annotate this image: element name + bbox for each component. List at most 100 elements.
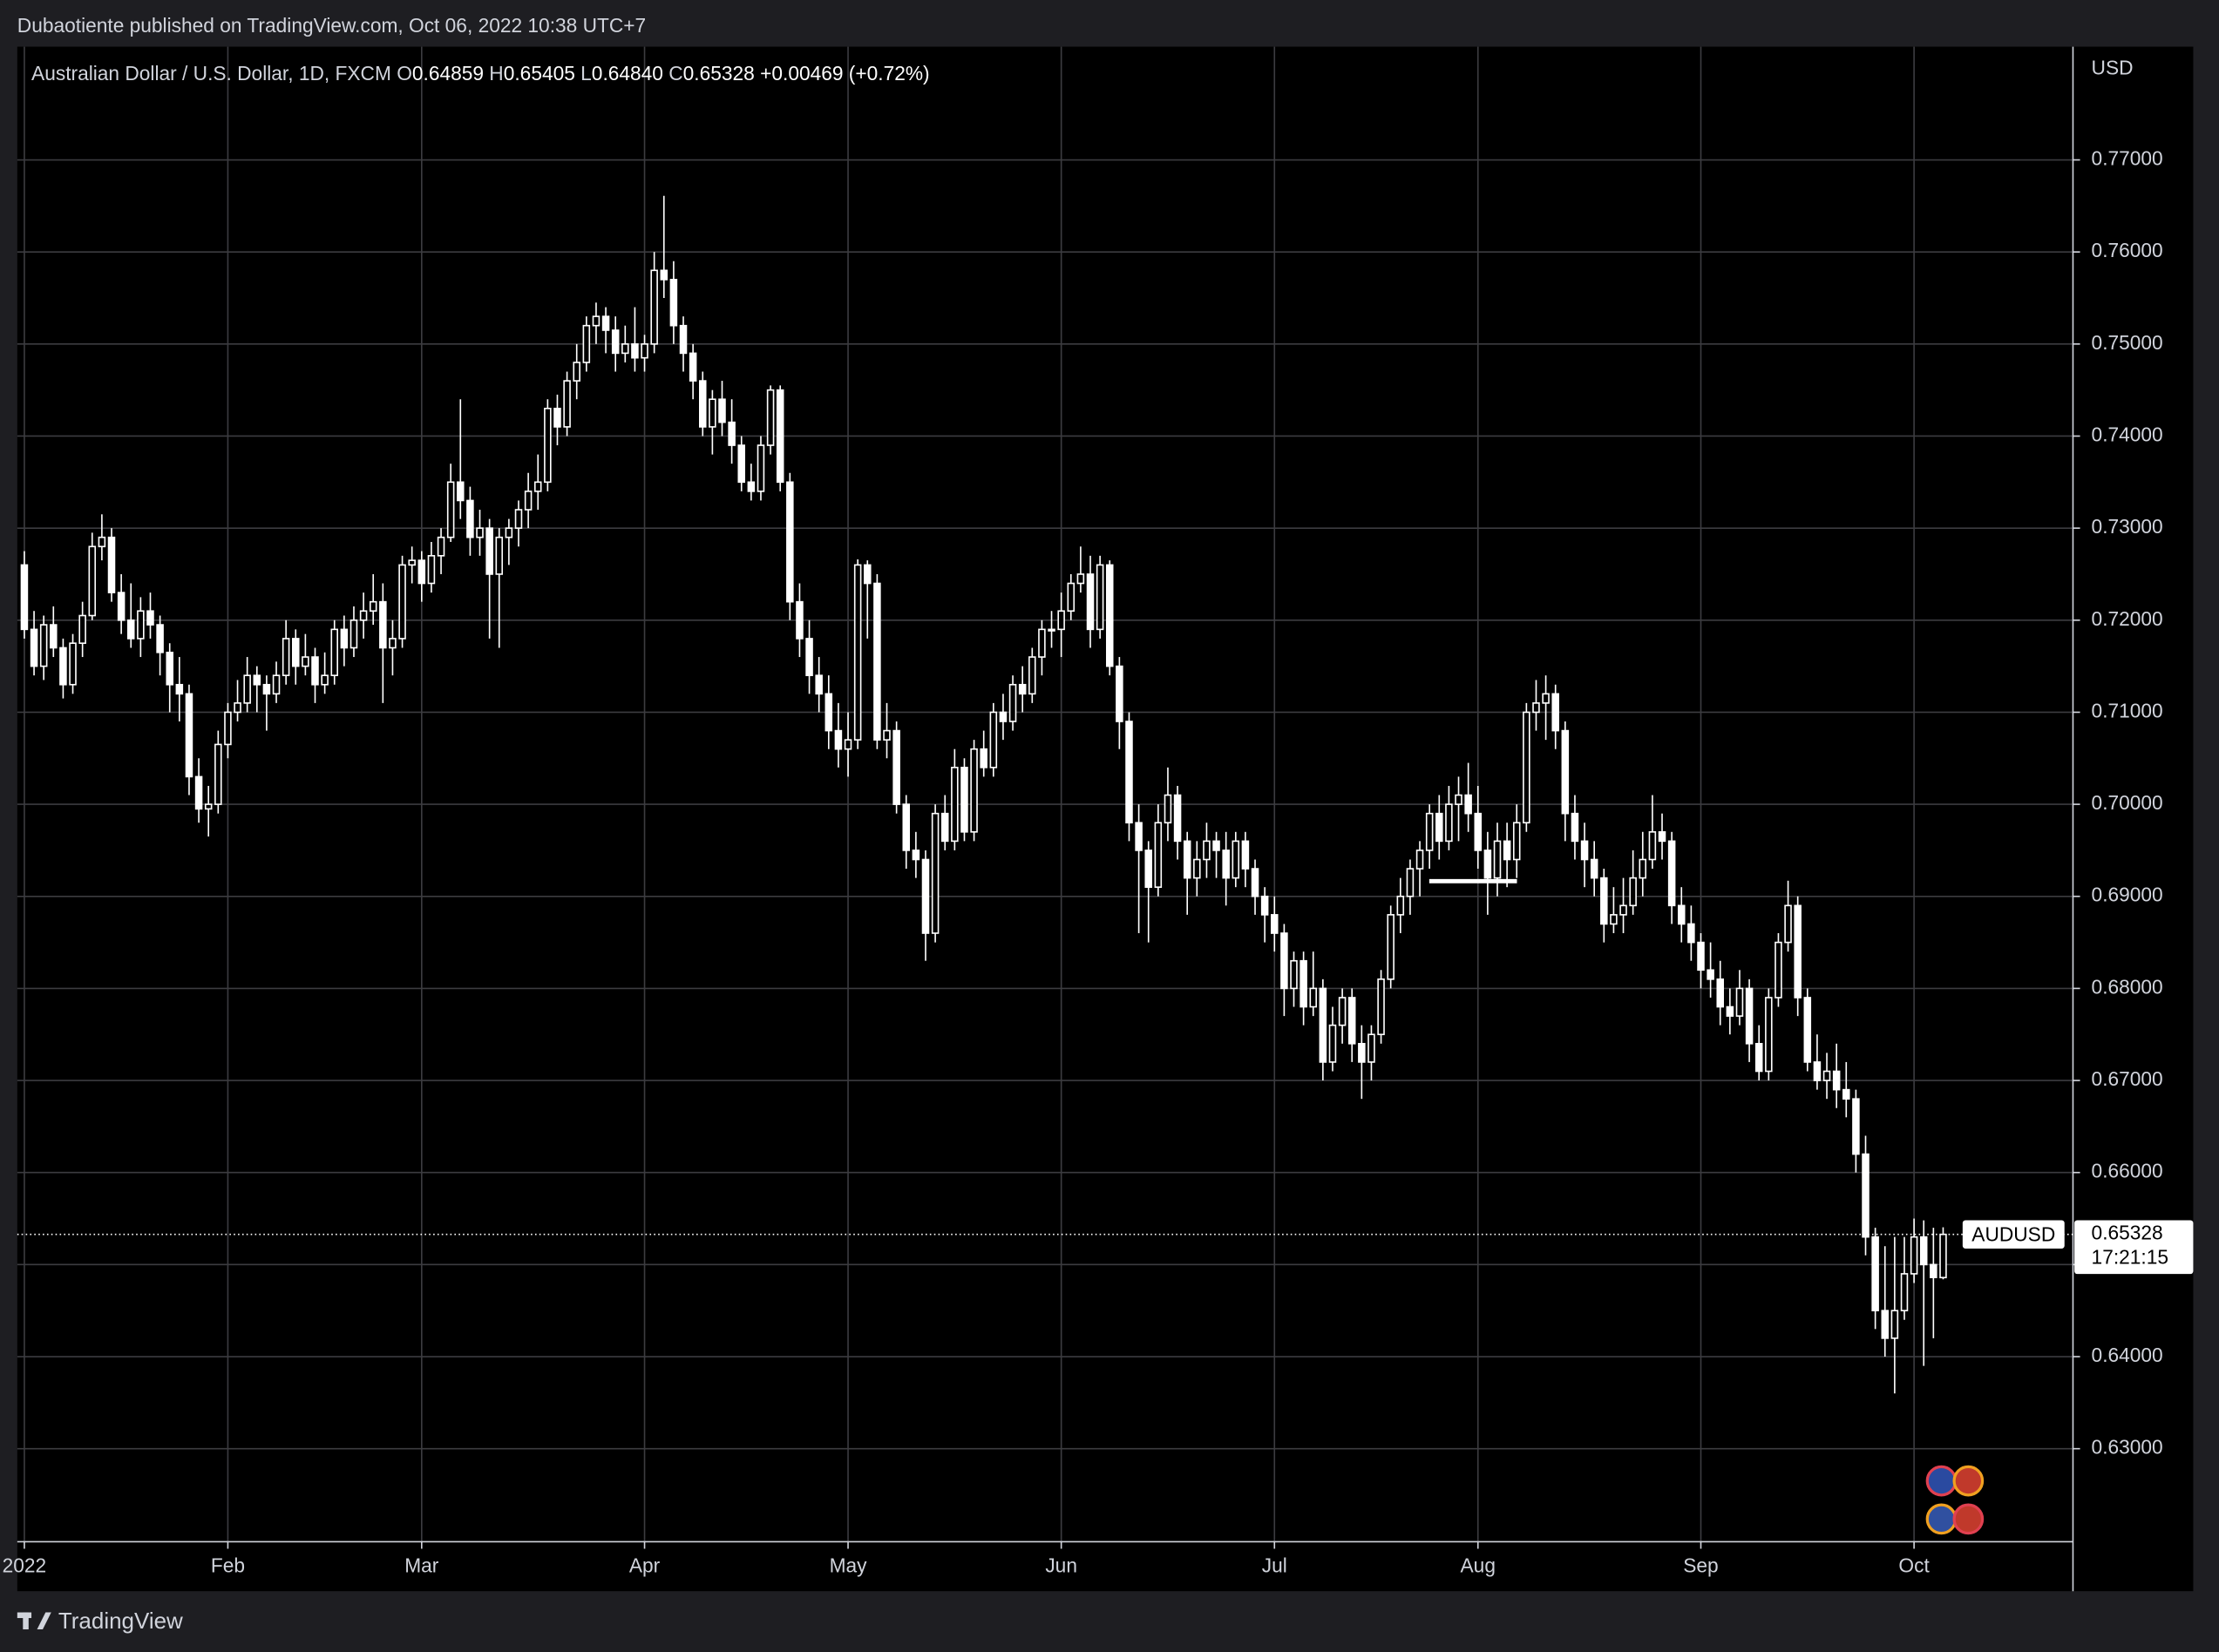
candle-body [1280,932,1288,990]
x-tick-label: 2022 [3,1554,47,1577]
candle-body [146,610,154,626]
candle-body [805,638,813,676]
candle-body [1144,850,1152,888]
candle-body [107,536,116,593]
candle-body [524,491,533,511]
candle-body [514,509,523,529]
candle-body [940,812,949,843]
candle-body [88,545,97,617]
y-tick-label: 0.68000 [2092,975,2163,998]
candle-body [1852,1098,1860,1155]
candle-body [1930,1263,1937,1278]
candle-body [1212,840,1220,851]
candle-body [1697,941,1705,972]
candle-body [902,803,911,851]
candle-body [1415,850,1424,870]
candle-body [611,329,620,355]
candle-body [834,729,843,750]
legend: Australian Dollar / U.S. Dollar, 1D, FXC… [31,62,930,85]
candle-body [1561,729,1570,815]
x-tick-label: Jul [1262,1554,1287,1577]
candle-body [1726,1005,1734,1017]
candle-body [1193,858,1201,879]
logo [17,1612,51,1630]
candle-body [1222,850,1230,879]
candle-body [1164,794,1172,824]
candle-body [1842,1088,1850,1100]
candle-body [960,767,968,833]
event-icon [1925,1465,1958,1497]
y-tick-label: 0.76000 [2092,239,2163,261]
candle-body [1096,564,1104,631]
price-tag [2074,1220,2194,1275]
candle-body [698,380,707,428]
change: +0.00469 (+0.72%) [760,62,930,85]
candle-body [1512,822,1521,861]
candle-body [1358,1042,1366,1063]
candle-body [457,481,465,502]
event-icons [1925,1465,1985,1535]
candle-body [495,536,504,575]
candle-body [1910,1236,1918,1275]
candle-body [796,600,804,640]
candle-body [1232,840,1240,879]
candle-body [59,647,67,686]
candle-body [1523,711,1530,824]
candle-body [224,711,232,746]
candle-body [1387,914,1395,980]
candle-body [1377,978,1385,1036]
grid [17,46,2073,1542]
candle-body [166,651,173,686]
candle-body [1367,1033,1375,1063]
symbol-tag-label: AUDUSD [1971,1222,2055,1245]
candle-body [1667,840,1676,907]
x-tick-label: Jun [1045,1554,1077,1577]
candle-body [844,739,852,750]
candle-body [1832,1070,1841,1091]
symbol: Australian Dollar / U.S. Dollar, 1D, FXC… [31,62,391,85]
candle-body [1871,1236,1879,1312]
candle-body [1610,914,1618,925]
candle-body [1862,1153,1870,1238]
candle-body [1716,978,1724,1008]
candle-body [379,600,387,649]
candle-body [1173,794,1182,843]
candle-body [864,564,872,585]
event-icon [1952,1465,1985,1497]
y-tick-label: 0.77000 [2092,147,2163,170]
candle-body [921,858,930,934]
candle-body [1784,904,1792,944]
candle-body [408,559,416,566]
x-tick-label: May [830,1554,868,1577]
candle-body [563,380,571,428]
candle-body [1396,895,1405,916]
candle-body [389,638,397,649]
candle-body [1116,665,1123,722]
candle-body [776,389,784,484]
candle-body [330,628,338,676]
candle-body [1328,1024,1337,1063]
candle-body [728,421,736,446]
candle-body [78,614,86,645]
candle-body [1028,656,1036,695]
candle-body [679,324,688,355]
candle-body [1474,812,1483,851]
event-icon [1925,1503,1958,1535]
candle-body [1057,610,1065,631]
ohlc-value: 0.64840 [592,62,663,85]
candle-body [69,642,77,686]
candle-body [321,674,329,686]
candle-body [621,343,629,355]
candle-body [292,638,300,667]
candle-body [1580,840,1589,861]
price-tag-label: 0.65328 [2092,1222,2163,1244]
candle-body [1455,794,1462,805]
event-icon [1952,1503,1985,1535]
candle-body [185,693,193,778]
footer-brand: TradingView [58,1608,183,1634]
candle-body [262,683,271,695]
candle-body [194,775,203,810]
candle-body [631,343,639,359]
y-tick-label: 0.72000 [2092,607,2163,630]
